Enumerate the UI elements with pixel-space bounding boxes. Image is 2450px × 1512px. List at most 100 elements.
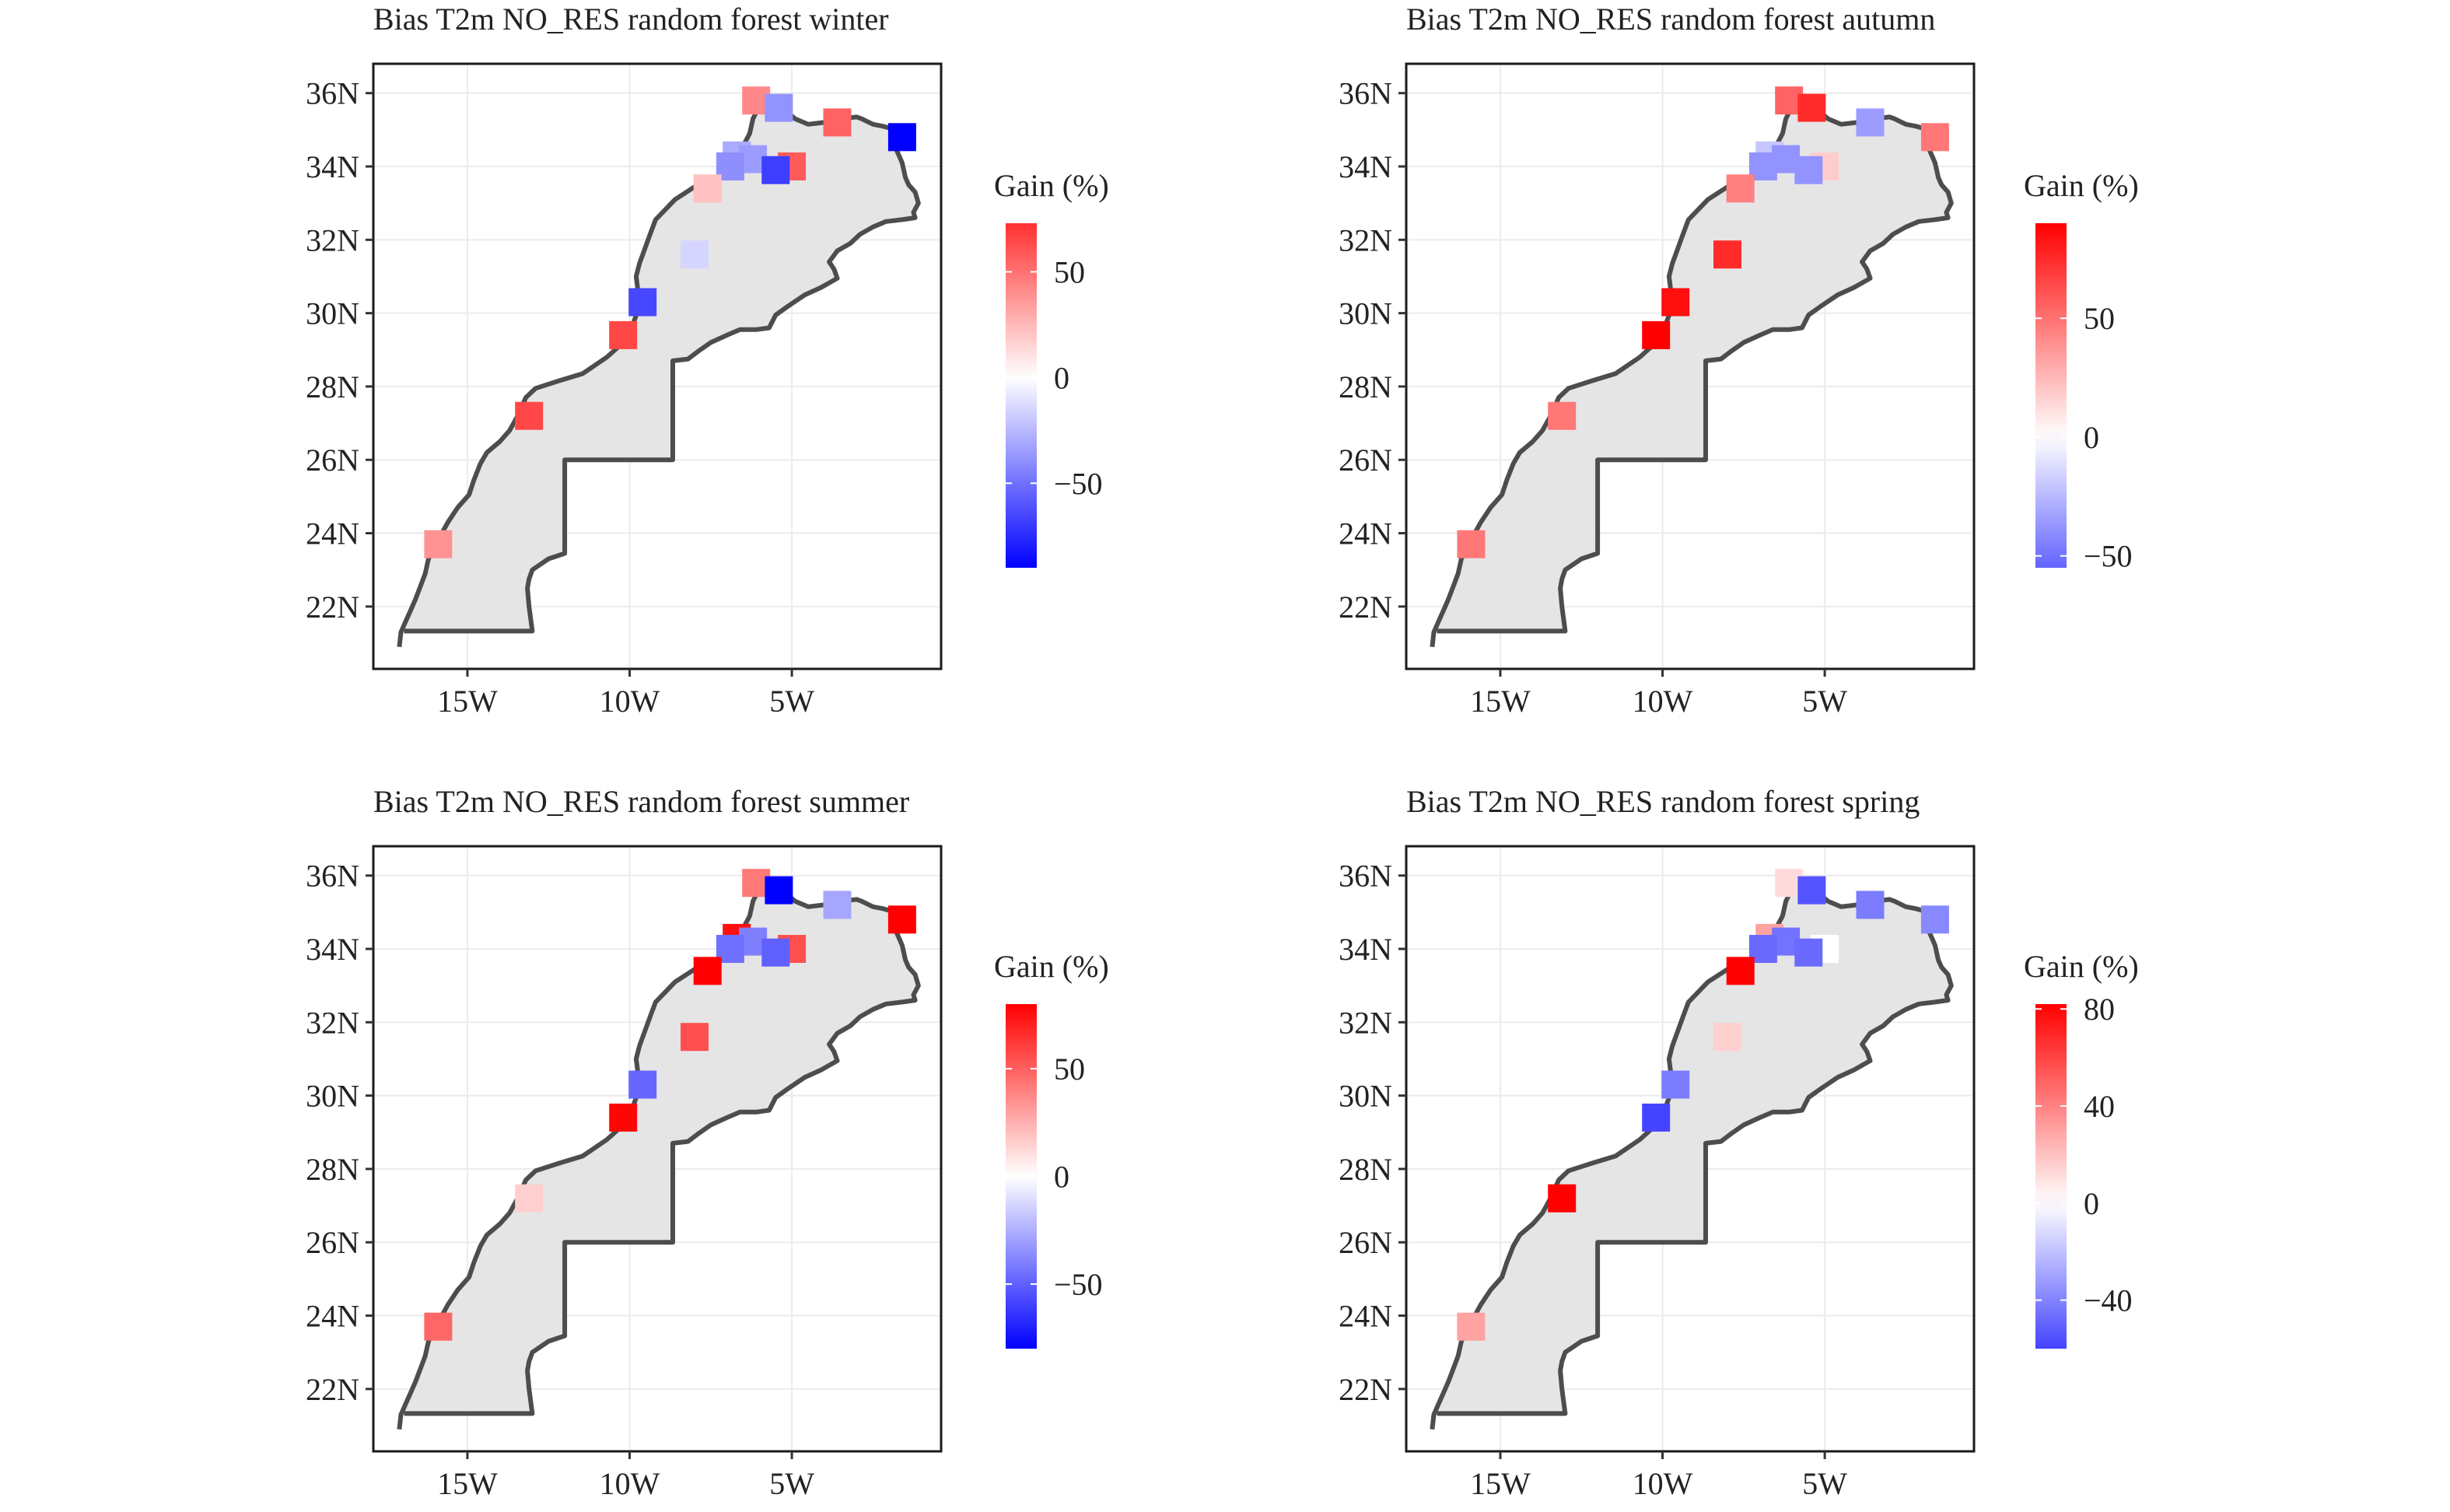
station-marker xyxy=(1856,108,1885,137)
map-plot-area-winter: 15W 10W 5W 36N 34N 32N 30N 28N 26N 24N 22N xyxy=(306,62,943,719)
colorbar-gradient xyxy=(2035,223,2067,568)
station-marker xyxy=(765,93,793,122)
panel-summer: Bias T2m NO_RES random forest summer 15W… xyxy=(306,784,1109,1501)
colorbar-label: 50 xyxy=(1054,255,1085,290)
station-marker xyxy=(1548,401,1577,430)
x-tick-label: 5W xyxy=(769,1466,814,1501)
station-marker xyxy=(1797,93,1826,122)
legend-title-autumn: Gain (%) xyxy=(2024,168,2139,203)
station-marker xyxy=(1726,174,1755,203)
station-marker xyxy=(1920,123,1949,152)
panel-title-summer: Bias T2m NO_RES random forest summer xyxy=(373,784,909,819)
y-tick-label: 24N xyxy=(1339,516,1392,551)
panel-frame xyxy=(1405,62,1976,670)
colorbar-winter: 50 0 −50 xyxy=(1006,223,1103,568)
colorbar-label: −50 xyxy=(2084,539,2133,574)
station-marker xyxy=(765,876,793,905)
station-marker xyxy=(1713,240,1741,269)
panel-winter: Bias T2m NO_RES random forest winter 15W… xyxy=(306,2,1109,719)
legend-title-winter: Gain (%) xyxy=(994,168,1109,203)
station-marker xyxy=(424,530,453,558)
y-tick-label: 30N xyxy=(306,1079,359,1114)
x-tick-label: 15W xyxy=(437,1466,498,1501)
station-marker xyxy=(1713,1023,1741,1052)
station-marker xyxy=(823,891,852,919)
x-tick-label: 15W xyxy=(1470,684,1531,719)
colorbar-label: −50 xyxy=(1054,1267,1103,1302)
station-marker xyxy=(609,1103,638,1132)
panel-frame xyxy=(372,845,943,1453)
colorbar-summer: 50 0 −50 xyxy=(1006,1004,1103,1349)
x-tick-label: 10W xyxy=(600,1466,660,1501)
y-tick-label: 26N xyxy=(1339,1225,1392,1260)
station-marker xyxy=(628,288,657,317)
y-tick-label: 22N xyxy=(1339,1372,1392,1407)
panel-title-spring: Bias T2m NO_RES random forest spring xyxy=(1406,784,1920,819)
colorbar-gradient xyxy=(2035,1004,2067,1349)
y-tick-label: 32N xyxy=(306,1005,359,1040)
y-tick-label: 36N xyxy=(1339,76,1392,111)
station-marker xyxy=(1642,320,1671,349)
station-marker xyxy=(609,320,638,349)
station-marker xyxy=(761,938,790,967)
y-tick-label: 28N xyxy=(1339,369,1392,404)
panel-title-winter: Bias T2m NO_RES random forest winter xyxy=(373,2,889,37)
station-marker xyxy=(628,1070,657,1099)
x-tick-label: 15W xyxy=(1470,1466,1531,1501)
x-tick-label: 5W xyxy=(769,684,814,719)
station-marker xyxy=(515,1184,544,1213)
colorbar-label: 0 xyxy=(1054,1160,1069,1195)
y-tick-label: 22N xyxy=(1339,590,1392,625)
station-marker xyxy=(1642,1103,1671,1132)
station-marker xyxy=(1457,1312,1486,1341)
x-tick-label: 10W xyxy=(1633,1466,1693,1501)
station-marker xyxy=(693,957,722,985)
colorbar-label: 80 xyxy=(2084,992,2115,1027)
colorbar-label: 0 xyxy=(2084,420,2099,455)
colorbar-label: 50 xyxy=(2084,301,2115,336)
station-marker xyxy=(1457,530,1486,558)
station-marker xyxy=(1661,1070,1690,1099)
panel-frame xyxy=(1405,845,1976,1453)
x-tick-label: 5W xyxy=(1802,684,1847,719)
y-tick-label: 34N xyxy=(1339,149,1392,184)
y-tick-label: 26N xyxy=(306,443,359,478)
colorbar-spring: 80 40 0 −40 xyxy=(2035,992,2133,1349)
station-marker xyxy=(1797,876,1826,905)
y-tick-label: 34N xyxy=(306,932,359,967)
y-tick-label: 30N xyxy=(1339,296,1392,331)
legend-title-spring: Gain (%) xyxy=(2024,949,2139,984)
y-tick-label: 30N xyxy=(1339,1079,1392,1114)
y-tick-label: 28N xyxy=(306,1152,359,1187)
station-marker xyxy=(1856,891,1885,919)
y-tick-label: 24N xyxy=(1339,1299,1392,1334)
y-tick-label: 32N xyxy=(1339,1005,1392,1040)
colorbar-label: 0 xyxy=(2084,1186,2099,1221)
station-marker xyxy=(693,174,722,203)
y-tick-label: 28N xyxy=(306,369,359,404)
y-tick-label: 36N xyxy=(1339,859,1392,894)
y-tick-label: 22N xyxy=(306,1372,359,1407)
country-outline-winter xyxy=(397,96,921,648)
x-tick-label: 10W xyxy=(600,684,660,719)
station-marker xyxy=(761,156,790,184)
station-marker xyxy=(1920,905,1949,934)
station-marker xyxy=(887,905,916,934)
y-tick-label: 28N xyxy=(1339,1152,1392,1187)
colorbar-label: 50 xyxy=(1054,1052,1085,1087)
station-marker xyxy=(1661,288,1690,317)
station-marker xyxy=(1548,1184,1577,1213)
country-outline-summer xyxy=(397,878,921,1430)
station-marker xyxy=(515,401,544,430)
colorbar-label: 0 xyxy=(1054,360,1069,395)
y-tick-label: 26N xyxy=(1339,443,1392,478)
map-plot-area-spring: 15W 10W 5W 36N 34N 32N 30N 28N 26N 24N 22N xyxy=(1339,845,1976,1501)
country-outline-spring xyxy=(1430,878,1954,1430)
y-tick-label: 26N xyxy=(306,1225,359,1260)
y-tick-label: 32N xyxy=(1339,222,1392,257)
station-marker xyxy=(681,1023,709,1052)
x-tick-label: 15W xyxy=(437,684,498,719)
y-tick-label: 32N xyxy=(306,222,359,257)
